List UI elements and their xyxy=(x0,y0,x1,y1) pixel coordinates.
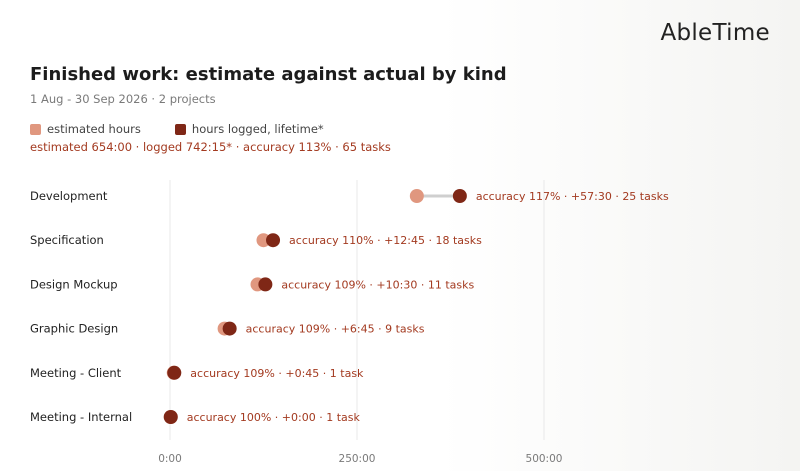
x-tick-label: 0:00 xyxy=(158,453,182,465)
logged-point xyxy=(452,189,467,203)
brand-logo: AbleTime xyxy=(660,20,770,46)
chart-title: Finished work: estimate against actual b… xyxy=(30,64,507,85)
x-tick-label: 500:00 xyxy=(526,453,563,465)
data-label: accuracy 110% · +12:45 · 18 tasks xyxy=(289,234,482,247)
summary-line: estimated 654:00 · logged 742:15* · accu… xyxy=(30,140,391,154)
category-label: Specification xyxy=(30,233,104,247)
category-label: Meeting - Internal xyxy=(30,410,132,424)
legend-item-logged: hours logged, lifetime* xyxy=(174,122,324,136)
data-label: accuracy 117% · +57:30 · 25 tasks xyxy=(476,190,669,203)
category-label: Design Mockup xyxy=(30,277,118,291)
data-label: accuracy 109% · +0:45 · 1 task xyxy=(190,367,364,380)
legend-item-estimated: estimated hours xyxy=(30,122,141,136)
data-label: accuracy 100% · +0:00 · 1 task xyxy=(187,411,361,424)
legend-swatch-estimated xyxy=(30,123,41,135)
estimated-point xyxy=(409,189,424,203)
logged-point xyxy=(222,321,237,336)
category-label: Graphic Design xyxy=(30,322,118,336)
legend-label-estimated: estimated hours xyxy=(47,122,141,136)
logged-point xyxy=(167,365,182,380)
legend-swatch-logged xyxy=(174,123,186,135)
category-label: Development xyxy=(30,189,108,203)
logged-point xyxy=(266,233,281,248)
data-label: accuracy 109% · +6:45 · 9 tasks xyxy=(246,323,425,336)
logged-point xyxy=(163,410,178,424)
data-label: accuracy 109% · +10:30 · 11 tasks xyxy=(281,278,474,291)
x-tick-label: 250:00 xyxy=(339,453,376,465)
legend-label-logged: hours logged, lifetime* xyxy=(191,122,324,136)
logged-point xyxy=(258,277,273,292)
category-label: Meeting - Client xyxy=(30,366,122,380)
chart-subtitle: 1 Aug - 30 Sep 2026 · 2 projects xyxy=(30,92,216,106)
legend: estimated hours hours logged, lifetime* xyxy=(30,122,358,136)
